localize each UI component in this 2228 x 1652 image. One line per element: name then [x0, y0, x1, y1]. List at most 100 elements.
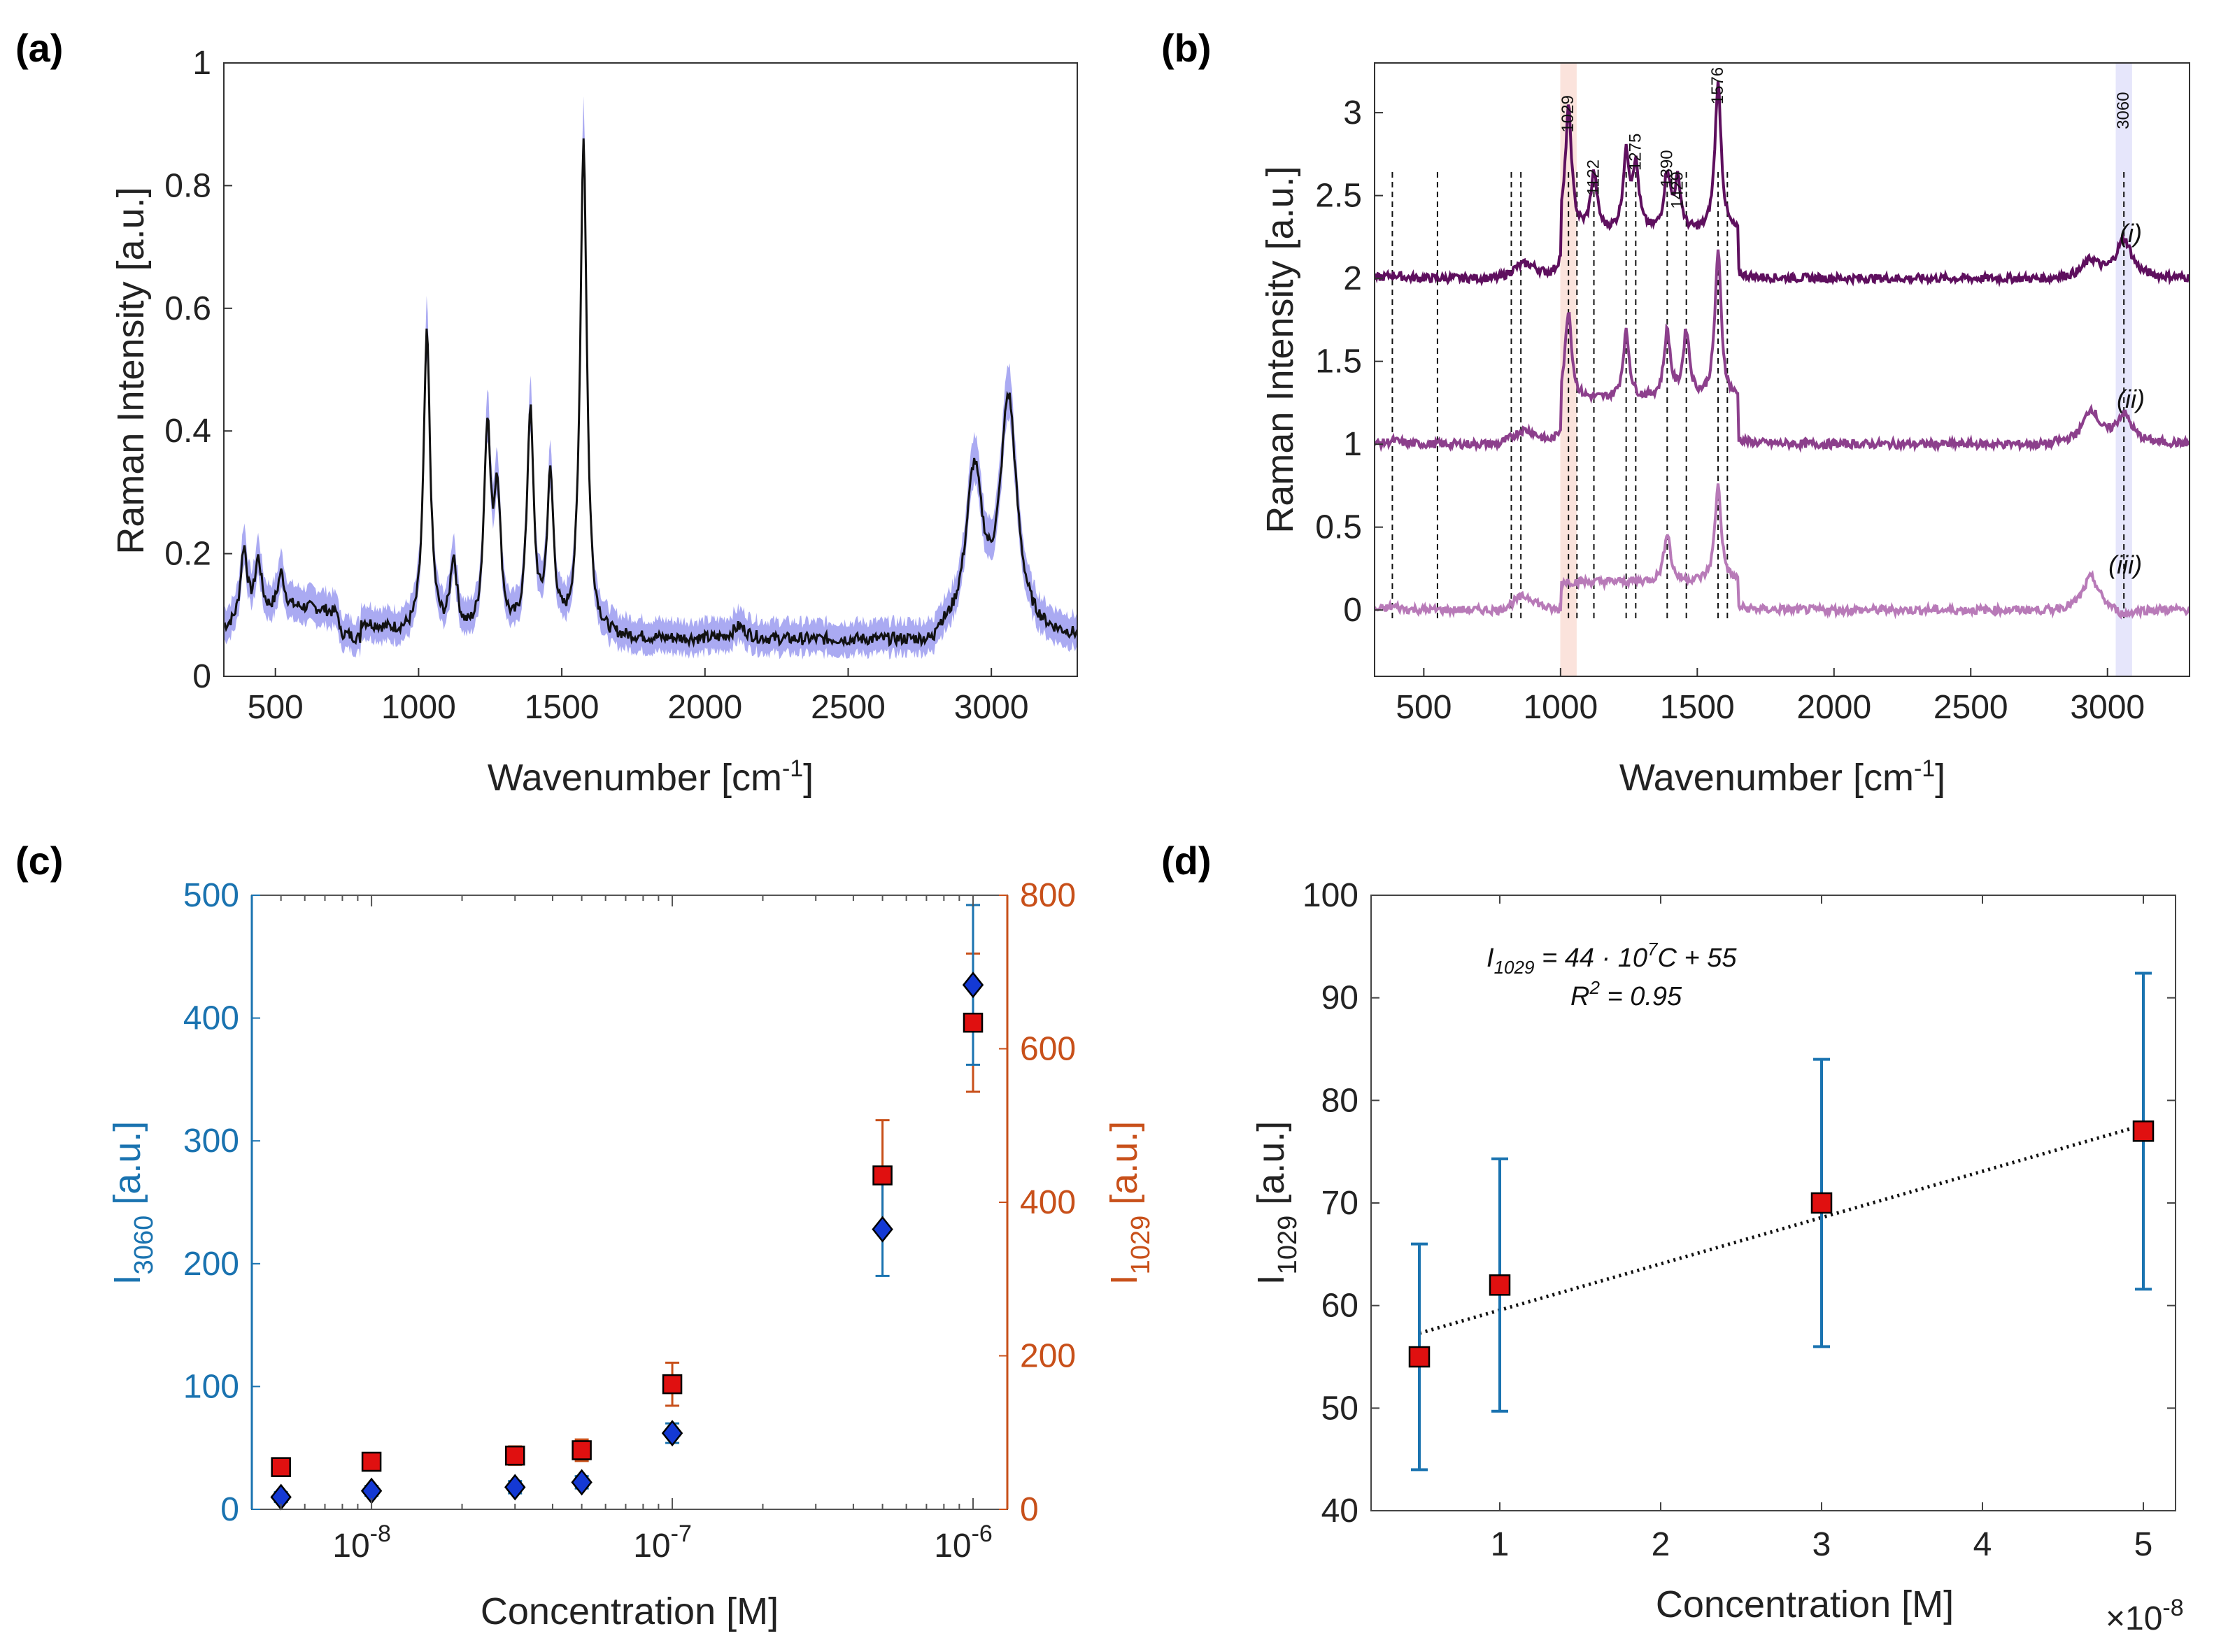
panel-c-plot-area: [270, 904, 984, 1511]
panel-b-x-tick-label: 2000: [1796, 689, 1871, 726]
panel-d-y-tick-label: 60: [1321, 1288, 1358, 1325]
panel-a-x-axis-title: Wavenumber [cm-1]: [488, 755, 814, 799]
panel-c-left-y-tick-label: 200: [183, 1246, 239, 1283]
panel-b-peak-label: 1576: [1708, 67, 1727, 104]
panel-b-y-tick-label: 1.5: [1315, 343, 1362, 380]
panel-d-y-axis-title: I1029 [a.u.]: [1250, 1121, 1303, 1286]
panel-b-x-ticks: 500 1000 1500 2000 2500 3000: [1396, 668, 2145, 726]
panel-c-right-y-tick-label: 0: [1020, 1491, 1039, 1528]
panel-a-y-tick-label: 0: [192, 658, 211, 695]
panel-d-data-point: [2132, 1120, 2155, 1142]
panel-a-y-tick-label: 0.8: [164, 167, 211, 204]
panel-b-peak-label: 1122: [1584, 159, 1603, 196]
panel-c-diamond-point: [504, 1474, 526, 1501]
panel-c-right-y-tick-label: 400: [1020, 1184, 1076, 1221]
panel-d-y-tick-label: 90: [1321, 980, 1358, 1017]
panel-a-mean-spectrum: [224, 138, 1077, 648]
panel-d-fit-line: [1419, 1123, 2144, 1335]
panel-c-x-tick-label: 10-7: [633, 1521, 692, 1565]
panel-b-series-label: (i): [2120, 219, 2142, 248]
panel-b-x-tick-label: 3000: [2070, 689, 2145, 726]
panel-c-x-ticks: 10-8 10-7 10-6: [251, 895, 993, 1565]
panel-a-y-tick-label: 0.4: [164, 413, 211, 450]
panel-c-square-point: [271, 1457, 291, 1477]
panel-c-axes-box: [251, 895, 1008, 1510]
panel-b-x-axis-title: Wavenumber [cm-1]: [1619, 755, 1945, 799]
panel-b-peak-label: 1029: [1559, 95, 1577, 132]
panel-b-y-axis-title: Raman Intensity [a.u.]: [1259, 166, 1301, 533]
panel-d-r-squared: R2 = 0.95: [1570, 977, 1682, 1011]
panel-b-peak-label: 1429: [1668, 171, 1687, 208]
panel-c-square-point: [504, 1445, 525, 1466]
panel-b-x-tick-label: 500: [1396, 689, 1452, 726]
panel-b-y-tick-label: 0.5: [1315, 509, 1362, 546]
panel-d-y-tick-label: 50: [1321, 1390, 1358, 1427]
panel-b-peak-label: 1275: [1626, 134, 1645, 171]
panel-a-std-band: [224, 96, 1077, 660]
panel-c-square-point: [361, 1451, 382, 1472]
panel-d-y-tick-label: 40: [1321, 1493, 1358, 1530]
panel-b-series-label: (iii): [2108, 550, 2142, 579]
panel-c-square-point: [963, 1012, 984, 1033]
panel-a-y-tick-label: 0.6: [164, 290, 211, 327]
panel-d-x-tick-label: 4: [1973, 1526, 1992, 1563]
panel-c: (c) 10-8 10-7 10-6 0 100 200 300 400 500 0 200 40…: [15, 839, 1156, 1632]
panel-c-square-point: [662, 1374, 683, 1395]
panel-d-x-ticks: 1 2 3 4 5: [1491, 895, 2153, 1563]
panel-a-y-tick-label: 0.2: [164, 536, 211, 573]
panel-a-x-tick-label: 1000: [381, 689, 456, 726]
panel-b-y-tick-label: 3: [1343, 94, 1362, 131]
panel-c-square-point: [572, 1440, 592, 1460]
panel-a-axes-box: [223, 62, 1078, 677]
panel-b-y-tick-label: 2.5: [1315, 178, 1362, 215]
panel-d-x-tick-label: 1: [1491, 1526, 1510, 1563]
panel-b-series-label: (ii): [2117, 385, 2145, 413]
panel-b-x-tick-label: 1000: [1523, 689, 1598, 726]
panel-d-x-tick-label: 5: [2134, 1526, 2153, 1563]
panel-d-y-tick-label: 100: [1303, 877, 1358, 914]
panel-b-plot-area: [1375, 63, 2190, 676]
panel-c-label: (c): [15, 839, 63, 883]
panel-c-left-y-axis-title: I3060 [a.u.]: [106, 1121, 159, 1286]
panel-b-series-labels: (i) (ii) (iii): [2108, 219, 2145, 579]
panel-c-x-tick-label: 10-6: [934, 1521, 993, 1565]
panel-d-plot-area: [1408, 971, 2155, 1472]
panel-b-x-tick-label: 1500: [1660, 689, 1735, 726]
panel-b-y-ticks: 0 0.5 1 1.5 2 2.5 3: [1315, 94, 1383, 629]
panel-c-right-y-tick-label: 200: [1020, 1338, 1076, 1375]
panel-d-label: (d): [1161, 839, 1212, 883]
panel-a-x-tick-label: 2000: [667, 689, 742, 726]
panel-b-axes-box: [1374, 62, 2190, 677]
panel-d-x-multiplier: ×10-8: [2106, 1595, 2184, 1637]
panel-a-plot-area: [224, 96, 1077, 660]
panel-a-x-tick-label: 3000: [954, 689, 1029, 726]
panel-c-left-y-tick-label: 0: [220, 1491, 239, 1528]
panel-c-right-y-tick-label: 600: [1020, 1031, 1076, 1068]
panel-a-y-tick-label: 1: [192, 45, 211, 82]
panel-a-x-tick-label: 500: [248, 689, 304, 726]
panel-b: (b) 500 1000 1500 2000 2500 3000 0 0.5 1 1.5 2 2.5…: [1161, 26, 2190, 799]
panel-d-y-ticks: 40 50 60 70 80 90 100: [1303, 877, 2176, 1530]
panel-b-y-tick-label: 0: [1343, 592, 1362, 629]
panel-c-x-tick-label: 10-8: [332, 1521, 391, 1565]
panel-a: (a) 500 1000 1500 2000 2500 3000 0 0.2 0.4 0.6 0.…: [15, 26, 1078, 799]
panel-a-y-ticks: 0 0.2 0.4 0.6 0.8 1: [164, 45, 232, 695]
panel-c-diamond-point: [571, 1469, 593, 1496]
panel-c-x-axis-title: Concentration [M]: [481, 1590, 779, 1632]
panel-d-fit-equation: I1029 = 44 · 107C + 55: [1486, 939, 1737, 978]
panel-a-x-tick-label: 1500: [525, 689, 599, 726]
panel-b-peak-label: 1390: [1657, 150, 1676, 187]
panel-a-y-axis-title: Raman Intensity [a.u.]: [110, 187, 152, 554]
panel-b-spectrum-1: [1375, 80, 2190, 287]
panel-c-right-y-tick-label: 800: [1020, 877, 1076, 914]
panel-a-x-ticks: 500 1000 1500 2000 2500 3000: [248, 668, 1029, 726]
panel-b-spectrum-3: [1375, 483, 2190, 620]
panel-d-y-tick-label: 70: [1321, 1185, 1358, 1222]
panel-b-x-tick-label: 2500: [1933, 689, 2008, 726]
panel-c-square-point: [872, 1165, 893, 1185]
panel-c-left-y-ticks: 0 100 200 300 400 500: [183, 877, 260, 1528]
panel-c-left-y-tick-label: 300: [183, 1123, 239, 1160]
panel-c-diamond-point: [661, 1420, 683, 1447]
